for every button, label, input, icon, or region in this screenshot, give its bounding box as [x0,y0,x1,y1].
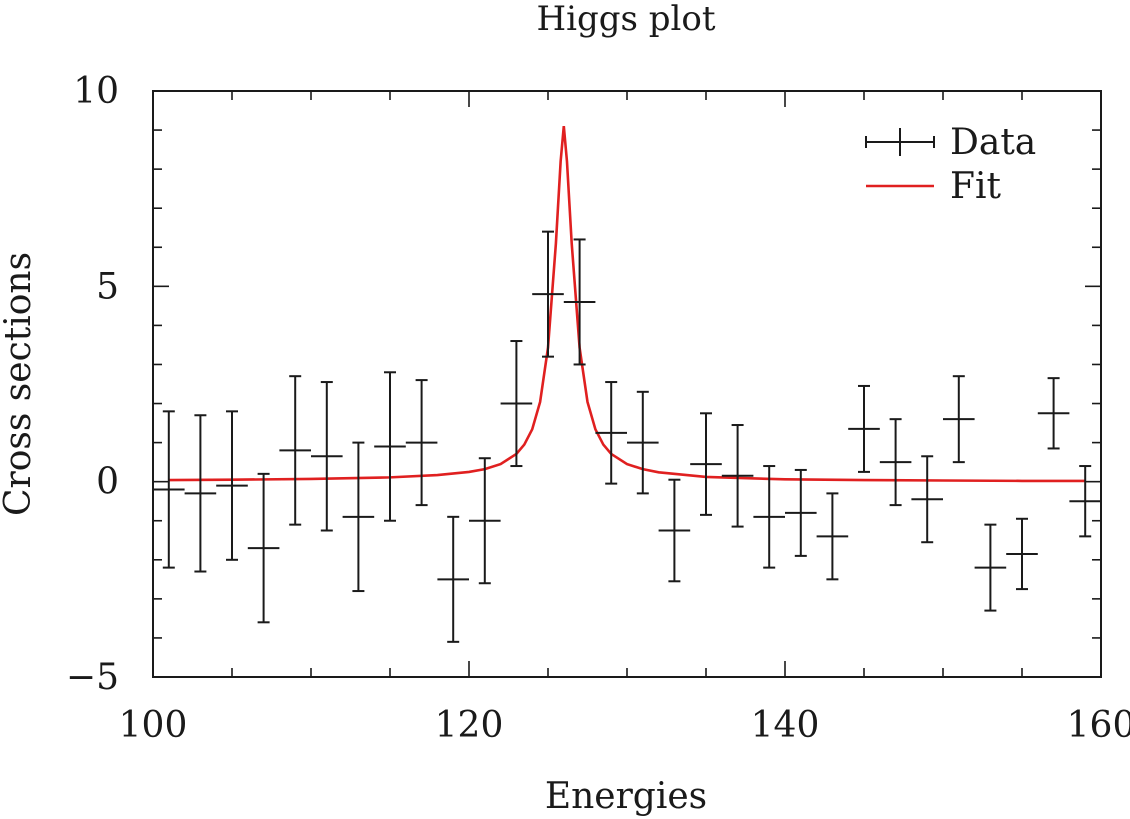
data-point [848,384,880,473]
data-point [879,418,912,507]
data-point [342,441,375,593]
data-point [405,379,438,507]
data-point [216,410,248,561]
data-point [1006,517,1038,591]
y-tick-label: 10 [73,71,119,112]
data-point [816,492,849,581]
data-point [1069,465,1101,538]
plot-frame [152,90,1102,678]
y-tick-label: −5 [66,657,119,698]
legend-label-data: Data [950,122,1036,163]
data-point [247,472,280,624]
data-point [279,375,311,526]
legend-label-fit: Fit [950,166,1001,207]
data-point [437,515,469,643]
fit-series [168,126,1086,483]
data-point [374,371,406,522]
x-tick-label: 100 [119,705,188,746]
data-point [974,523,1007,612]
x-axis-label: Energies [545,776,707,817]
data-series [153,230,1101,643]
y-axis-label: Cross sections [0,252,39,516]
data-point [721,424,754,528]
legend-data-marker [865,128,935,156]
data-point [532,230,564,358]
data-point [785,468,817,557]
data-point [911,455,943,544]
data-point [595,381,627,485]
chart-title: Higgs plot [536,0,715,39]
data-point [469,457,501,585]
data-point [1037,377,1070,450]
data-point [690,412,722,516]
data-point [184,414,217,573]
y-tick-label: 5 [96,266,119,307]
x-tick-label: 140 [751,705,820,746]
data-point [563,238,596,366]
y-tick-label: 0 [96,462,119,503]
data-point [658,478,691,583]
data-point [943,375,975,464]
tick-labels: 100 120 140 160 −5 0 5 10 [66,71,1130,746]
x-tick-label: 120 [435,705,504,746]
fit-curve [168,126,1086,483]
data-point [311,381,343,532]
data-point [500,340,533,468]
data-point [153,410,185,569]
x-tick-label: 160 [1067,705,1130,746]
data-point [753,465,785,569]
legend: Data Fit [865,122,1036,207]
data-point [627,390,659,495]
